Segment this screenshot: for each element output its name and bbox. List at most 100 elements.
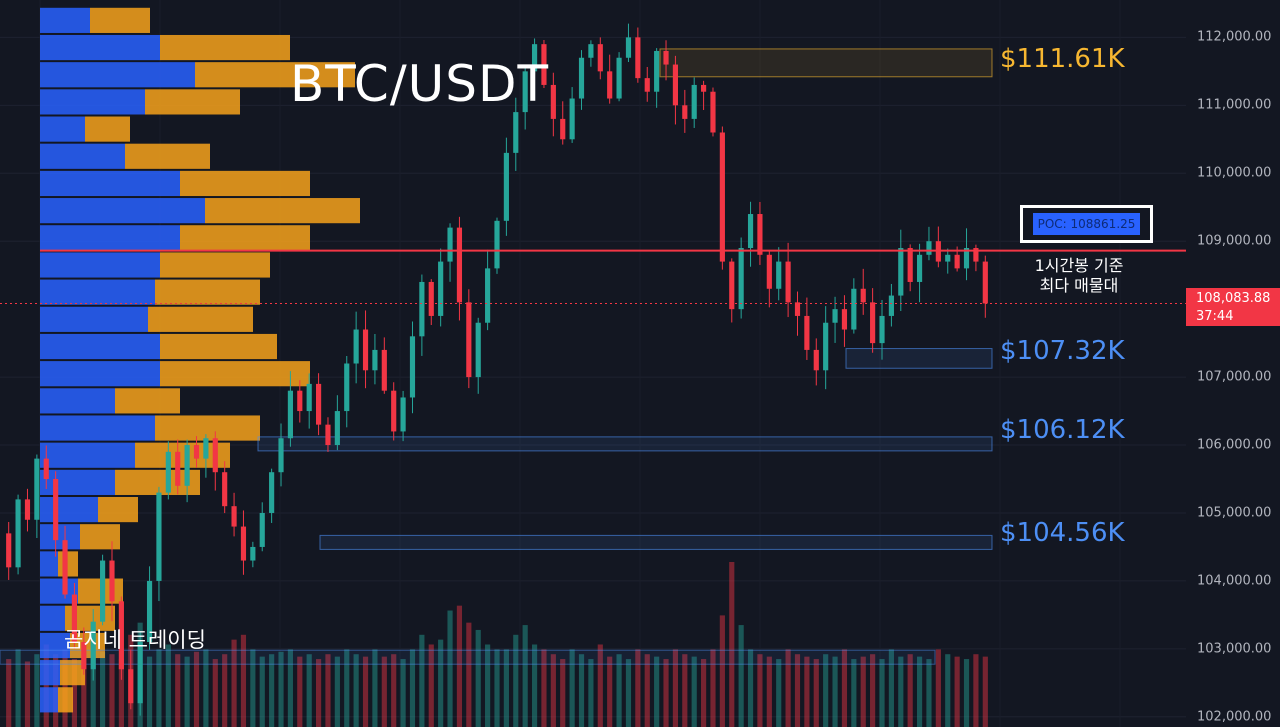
vp-up-bar	[40, 361, 160, 387]
candle-body	[747, 214, 754, 248]
candle-body	[503, 152, 509, 221]
volume-bar	[485, 644, 491, 727]
vp-down-bar	[205, 198, 360, 224]
axis-tick-label: 112,000.00	[1197, 29, 1272, 45]
candle-body	[531, 44, 538, 72]
candle-body	[691, 84, 697, 119]
volume-bar	[175, 654, 181, 727]
candle-body	[522, 71, 528, 113]
vp-down-bar	[85, 116, 130, 142]
candle-body	[269, 472, 275, 513]
candle-body	[494, 220, 500, 269]
price-zone	[845, 348, 993, 369]
volume-bar	[24, 661, 31, 727]
volume-bar	[531, 644, 538, 727]
volume-bar	[672, 649, 679, 727]
axis-tick-label: 106,000.00	[1197, 437, 1272, 453]
vp-down-bar	[80, 524, 120, 550]
zone-label-111k: $111.61K	[1000, 44, 1125, 74]
volume-bar	[203, 649, 209, 727]
watermark-text: 곰지네 트레이딩	[64, 628, 206, 652]
volume-bar	[682, 654, 688, 727]
candle-body	[53, 479, 59, 541]
vp-down-bar	[125, 143, 210, 169]
volume-bar	[578, 654, 585, 727]
volume-bar	[156, 649, 162, 727]
axis-tick-label: 104,000.00	[1197, 573, 1272, 589]
candle-body	[766, 254, 772, 289]
candle-body	[212, 438, 218, 473]
volume-bar	[240, 634, 247, 727]
volume-bar	[278, 651, 284, 727]
vp-up-bar	[40, 89, 145, 115]
vp-up-bar	[40, 170, 180, 197]
volume-bar	[550, 654, 556, 727]
volume-bar	[588, 659, 594, 727]
volume-bar	[193, 651, 200, 727]
candle-body	[625, 37, 632, 58]
volume-profile	[40, 7, 360, 713]
candle-body	[287, 390, 293, 439]
vp-up-bar	[40, 306, 148, 332]
candle-body	[870, 302, 876, 344]
vp-down-bar	[58, 687, 73, 713]
candle-body	[672, 64, 679, 106]
candle-body	[400, 397, 406, 432]
candle-body	[362, 329, 369, 371]
candle-body	[785, 261, 791, 303]
price-zone	[0, 649, 936, 665]
volume-bar	[6, 659, 12, 727]
candle-body	[560, 118, 566, 140]
candle-body	[6, 533, 12, 568]
candle-body	[344, 363, 350, 412]
axis-tick-label: 102,000.00	[1197, 709, 1272, 725]
volume-bar	[362, 656, 369, 727]
candle-body	[391, 390, 397, 432]
candle-body	[832, 309, 838, 323]
candle-body	[916, 254, 923, 282]
volume-bar	[231, 639, 237, 727]
vp-up-bar	[40, 279, 155, 305]
axis-tick-label: 105,000.00	[1197, 505, 1272, 521]
vp-up-bar	[40, 415, 155, 441]
candle-body	[231, 506, 237, 527]
vp-down-bar	[180, 170, 310, 197]
volume-bar	[729, 562, 735, 727]
volume-bar	[832, 656, 838, 727]
candle-body	[578, 57, 585, 99]
axis-tick-label: 103,000.00	[1197, 641, 1272, 657]
candle-body	[569, 98, 575, 140]
candle-body	[240, 526, 247, 561]
volume-bar	[654, 656, 660, 727]
volume-bar	[926, 659, 932, 727]
volume-bar	[907, 654, 913, 727]
vp-down-bar	[160, 34, 290, 61]
candle-body	[334, 411, 340, 446]
volume-bar	[15, 649, 21, 727]
vp-up-bar	[40, 62, 195, 88]
volume-bar	[456, 605, 463, 727]
zone-label-104k: $104.56K	[1000, 518, 1125, 548]
volume-bar	[297, 656, 303, 727]
price-zone	[319, 534, 993, 550]
volume-bar	[813, 659, 819, 727]
volume-bar	[860, 656, 866, 727]
current-price-value: 108,083.88	[1196, 291, 1271, 306]
volume-bar	[851, 659, 857, 727]
volume-bar	[269, 654, 275, 727]
candle-body	[90, 621, 96, 670]
candle-body	[813, 349, 819, 371]
countdown-timer: 37:44	[1196, 309, 1234, 324]
volume-bar	[569, 649, 575, 727]
vp-up-bar	[40, 7, 90, 33]
candle-body	[419, 281, 425, 337]
vp-up-bar	[40, 578, 78, 604]
volume-bar	[503, 649, 509, 727]
candle-body	[719, 132, 725, 262]
vp-up-bar	[40, 225, 180, 251]
candle-body	[794, 302, 801, 316]
candle-body	[635, 37, 641, 79]
candle-body	[879, 315, 885, 344]
candle-body	[729, 261, 735, 310]
